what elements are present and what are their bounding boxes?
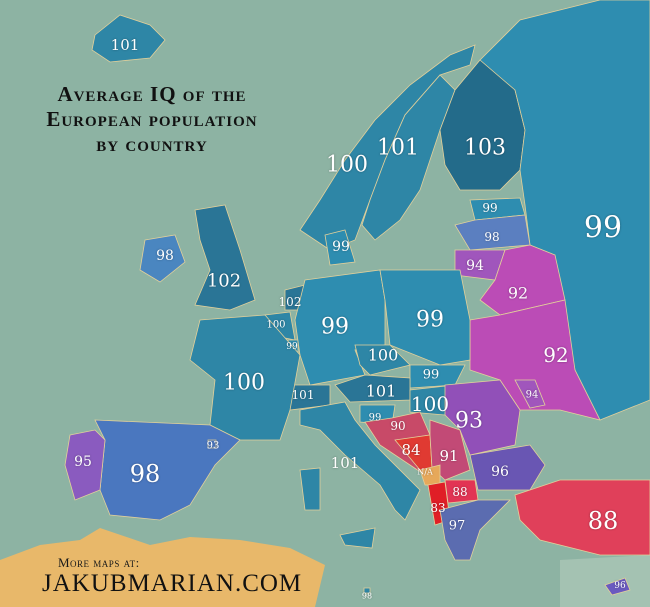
value-label-turkey: 88 <box>587 507 619 535</box>
country-france <box>189 314 301 441</box>
value-label-norway: 100 <box>326 152 368 178</box>
value-label-moldova: 94 <box>525 389 539 401</box>
value-label-spain: 98 <box>129 460 161 488</box>
country-ireland <box>139 234 186 283</box>
value-label-montenegro: N/A <box>417 467 433 477</box>
value-label-france: 100 <box>223 370 265 396</box>
value-label-malta: 98 <box>361 591 373 601</box>
value-label-estonia: 99 <box>482 201 498 215</box>
country-denmark <box>324 229 356 266</box>
value-label-united-kingdom: 102 <box>206 270 242 292</box>
value-label-belgium: 100 <box>266 319 286 331</box>
value-label-denmark: 99 <box>332 239 350 255</box>
near-east-land <box>560 555 650 607</box>
value-label-macedonia: 88 <box>452 485 468 499</box>
value-label-portugal: 95 <box>74 454 92 470</box>
country-norway <box>299 44 476 251</box>
website-link[interactable]: JAKUBMARIAN.COM <box>42 570 303 597</box>
value-label-belarus: 92 <box>507 283 529 303</box>
value-label-slovakia: 99 <box>422 367 440 383</box>
value-label-netherlands: 102 <box>278 295 302 309</box>
country-iceland <box>91 14 166 63</box>
value-label-germany: 99 <box>321 314 349 340</box>
value-label-poland: 99 <box>416 307 444 333</box>
country-italy <box>299 401 421 549</box>
country-poland <box>379 269 471 366</box>
value-label-ukraine: 92 <box>543 343 569 367</box>
value-label-austria: 101 <box>365 381 397 401</box>
value-label-luxembourg: 99 <box>286 342 298 352</box>
value-label-albania: 83 <box>430 501 446 515</box>
country-latvia <box>454 214 531 251</box>
value-label-sweden: 101 <box>377 135 419 161</box>
country-portugal <box>64 429 106 501</box>
value-label-serbia: 91 <box>439 447 459 465</box>
value-label-iceland: 101 <box>110 36 140 54</box>
value-label-switzerland: 101 <box>291 388 315 402</box>
value-label-greece: 97 <box>448 518 466 534</box>
value-label-latvia: 98 <box>484 230 500 244</box>
value-label-slovenia: 99 <box>368 412 382 424</box>
title-line: European population <box>46 107 258 131</box>
map-title: Average IQ of the European population by… <box>22 82 282 157</box>
value-label-italy: 101 <box>330 454 360 472</box>
more-maps-label: More maps at: <box>58 555 140 570</box>
africa-land <box>0 528 325 607</box>
value-label-lithuania: 94 <box>466 258 484 274</box>
country-belarus <box>479 244 566 316</box>
country-ukraine <box>469 299 601 421</box>
title-line: Average IQ of the <box>57 82 247 106</box>
country-united-kingdom <box>194 204 256 311</box>
value-label-czech-republic: 100 <box>367 345 399 365</box>
country-bulgaria <box>469 444 546 491</box>
value-label-bosnia-and-herzegovina: 84 <box>401 441 421 459</box>
title-line: by country <box>96 132 208 156</box>
value-label-hungary: 100 <box>410 392 450 416</box>
country-turkey <box>514 479 650 556</box>
country-austria <box>334 374 411 403</box>
country-andorra <box>207 439 217 449</box>
value-label-finland: 103 <box>464 135 506 161</box>
country-sweden <box>361 74 456 241</box>
value-label-andorra: 93 <box>206 440 220 452</box>
value-label-croatia: 90 <box>390 419 406 433</box>
value-label-ireland: 98 <box>156 248 174 264</box>
country-romania <box>444 379 521 456</box>
country-cyprus <box>604 577 631 596</box>
value-label-bulgaria: 96 <box>491 464 509 480</box>
value-label-russia: 99 <box>583 210 623 246</box>
value-label-cyprus: 96 <box>614 581 626 591</box>
country-greece <box>439 499 511 561</box>
country-czech-republic <box>354 344 411 376</box>
value-label-romania: 93 <box>455 408 483 434</box>
country-malta <box>363 587 371 594</box>
country-moldova <box>514 379 546 409</box>
